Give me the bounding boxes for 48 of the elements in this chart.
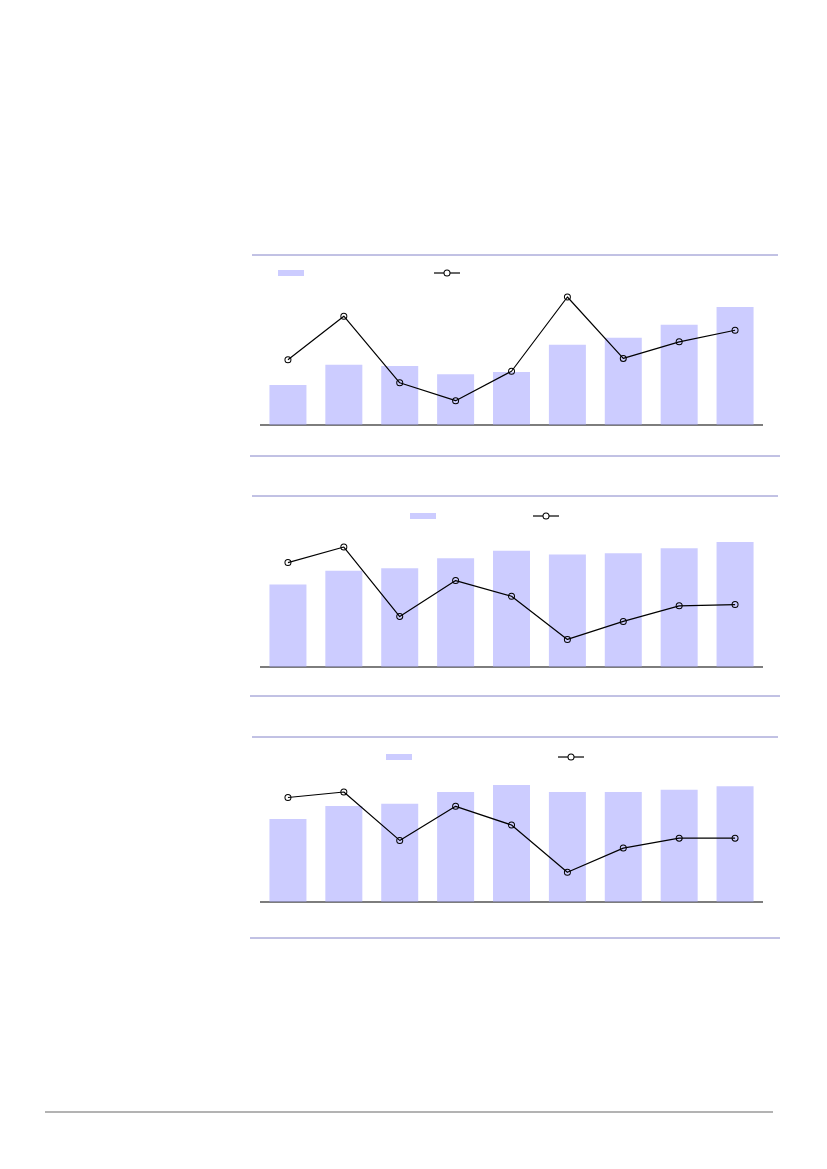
bar bbox=[604, 337, 642, 425]
point bbox=[508, 367, 515, 375]
bar bbox=[269, 818, 307, 903]
point bbox=[452, 802, 460, 810]
bar bbox=[381, 568, 419, 668]
point bbox=[396, 379, 404, 387]
point bbox=[563, 293, 571, 301]
point bbox=[340, 788, 348, 796]
point bbox=[452, 577, 460, 585]
bar bbox=[716, 542, 754, 668]
point bbox=[675, 338, 683, 346]
bar bbox=[269, 584, 307, 668]
point bbox=[619, 354, 627, 362]
bar bbox=[660, 548, 698, 668]
bar bbox=[437, 374, 475, 425]
point bbox=[619, 617, 627, 625]
bar bbox=[716, 307, 754, 425]
point bbox=[452, 397, 460, 405]
bar bbox=[660, 324, 698, 425]
bar bbox=[269, 384, 307, 425]
point bbox=[675, 602, 683, 610]
bar bbox=[325, 364, 363, 425]
bar bbox=[548, 554, 586, 668]
bar bbox=[660, 789, 698, 903]
bar bbox=[493, 785, 530, 903]
point bbox=[563, 635, 571, 643]
bar bbox=[716, 786, 754, 903]
bar bbox=[548, 344, 586, 425]
point bbox=[508, 821, 515, 829]
point bbox=[563, 868, 571, 876]
bar bbox=[604, 792, 642, 903]
point bbox=[396, 836, 404, 844]
point bbox=[619, 844, 627, 852]
bar bbox=[437, 558, 475, 668]
point bbox=[340, 312, 348, 320]
point bbox=[340, 543, 348, 551]
bar bbox=[604, 553, 642, 668]
bar bbox=[325, 806, 363, 903]
bar bbox=[381, 803, 419, 903]
point bbox=[508, 592, 515, 600]
bar bbox=[493, 371, 530, 425]
bar bbox=[437, 792, 475, 903]
bar bbox=[493, 550, 530, 668]
point bbox=[396, 613, 404, 621]
point bbox=[675, 834, 683, 842]
bar bbox=[548, 792, 586, 903]
bar bbox=[325, 570, 363, 668]
bar bbox=[381, 366, 419, 425]
